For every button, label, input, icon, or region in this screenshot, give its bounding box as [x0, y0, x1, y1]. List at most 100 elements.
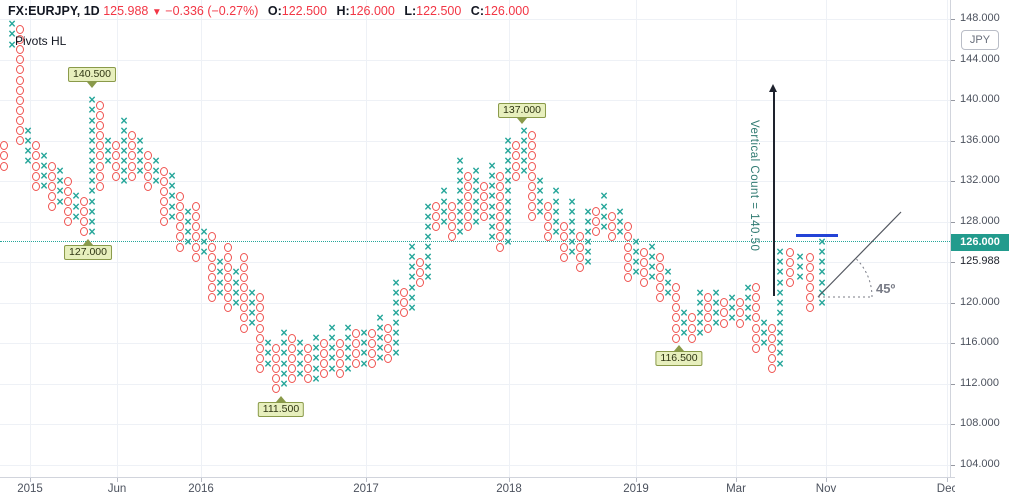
pnf-x-glyph: × — [648, 240, 656, 255]
chart-canvas[interactable]: × × × × × × × × × × × × × × × × × × × × × × × × × × × × × × × × × × × × × × × ×… — [0, 0, 950, 477]
pnf-o-glyph — [656, 262, 664, 272]
pnf-x-glyph: × — [56, 164, 64, 179]
time-axis-tick — [366, 478, 367, 482]
pnf-o-glyph — [752, 293, 760, 303]
grid-line-h — [0, 343, 950, 345]
pnf-x-glyph: × — [424, 229, 432, 244]
pnf-o-glyph — [560, 252, 568, 262]
pnf-x-glyph: × — [392, 326, 400, 341]
pivot-label[interactable]: 127.000 — [64, 244, 112, 260]
pnf-o-glyph — [512, 171, 520, 181]
pnf-o-glyph — [208, 252, 216, 262]
grid-line-h — [0, 424, 950, 426]
pnf-o-glyph — [368, 338, 376, 348]
pnf-o-glyph — [272, 374, 280, 384]
pnf-x-glyph: × — [818, 295, 826, 310]
pnf-x-glyph: × — [232, 265, 240, 280]
pnf-o-glyph — [224, 303, 232, 313]
pnf-x-glyph: × — [408, 250, 416, 265]
pnf-o-glyph — [240, 293, 248, 303]
pnf-x-glyph: × — [472, 214, 480, 229]
pnf-x-glyph: × — [376, 321, 384, 336]
pnf-x-glyph: × — [616, 214, 624, 229]
pnf-o-glyph — [240, 272, 248, 282]
vertical-count-label[interactable]: Vertical Count = 140.50 — [748, 120, 760, 252]
pnf-o-glyph — [368, 328, 376, 338]
pnf-o-glyph — [528, 151, 536, 161]
pnf-o-glyph — [806, 272, 814, 282]
pnf-o-glyph — [786, 278, 794, 287]
pnf-o-glyph — [128, 151, 136, 161]
pnf-x-glyph: × — [88, 154, 96, 168]
price-axis-tick — [951, 262, 955, 263]
pnf-o-glyph — [400, 288, 408, 298]
pnf-x-glyph: × — [120, 154, 128, 168]
pnf-x-glyph: × — [88, 133, 96, 148]
pnf-x-glyph: × — [248, 316, 256, 330]
pnf-o-glyph — [176, 202, 184, 212]
time-axis[interactable]: 2015 Jun 2016 2017 2018 2019 Mar Nov Dec — [0, 477, 955, 500]
study-label-pivots-hl[interactable]: Pivots HL — [15, 34, 67, 48]
pnf-o-glyph — [304, 374, 312, 384]
pnf-x-glyph: × — [264, 356, 272, 371]
price-axis-tick — [951, 424, 955, 426]
pnf-x-glyph: × — [392, 275, 400, 290]
pnf-o-glyph — [256, 353, 264, 363]
open-value: 122.500 — [281, 4, 327, 18]
pnf-x-glyph: × — [440, 204, 448, 219]
trend-line-45deg[interactable] — [817, 211, 902, 298]
pnf-o-glyph — [256, 343, 264, 353]
symbol-header[interactable]: FX:EURJPY, 1D 125.988 ▼ −0.336 (−0.27%) … — [8, 4, 529, 18]
pnf-x-glyph: × — [488, 179, 496, 194]
pnf-x-glyph: × — [280, 376, 288, 391]
resistance-line-blue[interactable] — [796, 234, 838, 237]
pivot-label[interactable]: 140.500 — [68, 67, 116, 83]
pnf-o-glyph — [448, 212, 456, 222]
pnf-o-glyph — [32, 141, 40, 151]
grid-line-h — [0, 140, 950, 142]
grid-line-h — [0, 302, 950, 304]
pnf-o-glyph — [768, 364, 776, 374]
pivot-label[interactable]: 137.000 — [498, 102, 546, 118]
grid-line-v — [736, 0, 737, 477]
pnf-x-glyph: × — [296, 356, 304, 371]
last-value-label: 125.988 — [960, 255, 1000, 267]
pnf-o-glyph — [656, 252, 664, 262]
pnf-o-glyph — [512, 141, 520, 151]
interval-label[interactable]: 1D — [83, 4, 100, 18]
time-axis-tick — [201, 478, 202, 482]
currency-badge[interactable]: JPY — [961, 30, 999, 50]
symbol-name[interactable]: FX:EURJPY, — [8, 4, 81, 18]
pnf-o-glyph — [512, 151, 520, 161]
time-axis-tick — [509, 478, 510, 482]
pnf-x-glyph: × — [408, 260, 416, 275]
pnf-o-glyph — [464, 171, 472, 181]
pnf-o-glyph — [656, 293, 664, 303]
pnf-o-glyph — [80, 217, 88, 227]
pnf-x-glyph: × — [776, 285, 784, 300]
pnf-o-glyph — [806, 303, 814, 313]
pnf-o-glyph — [256, 364, 264, 374]
pivot-label[interactable]: 116.500 — [655, 351, 703, 367]
pnf-o-glyph — [656, 283, 664, 293]
time-axis-tick — [117, 478, 118, 482]
pnf-x-glyph: × — [104, 143, 112, 158]
pnf-x-glyph: × — [504, 194, 512, 209]
pnf-x-glyph: × — [120, 174, 128, 189]
vertical-count-arrow-line[interactable] — [773, 92, 775, 296]
pnf-o-glyph — [192, 252, 200, 262]
pnf-o-glyph — [640, 267, 648, 277]
pnf-o-glyph — [32, 171, 40, 181]
pnf-o-glyph — [16, 45, 24, 55]
pnf-o-glyph — [96, 181, 104, 191]
pnf-o-glyph — [768, 353, 776, 363]
pnf-o-glyph — [496, 232, 504, 242]
pnf-x-glyph: × — [312, 361, 320, 376]
pnf-x-glyph: × — [392, 336, 400, 351]
grid-line-h — [0, 59, 950, 61]
pnf-x-glyph: × — [504, 133, 512, 148]
pivot-label[interactable]: 111.500 — [257, 401, 305, 417]
price-axis[interactable]: JPY 126.000 125.988 148.000 144.000 140.00… — [950, 0, 1023, 477]
pnf-x-glyph: × — [680, 305, 688, 320]
price-axis-label: 120.000 — [960, 295, 1000, 308]
